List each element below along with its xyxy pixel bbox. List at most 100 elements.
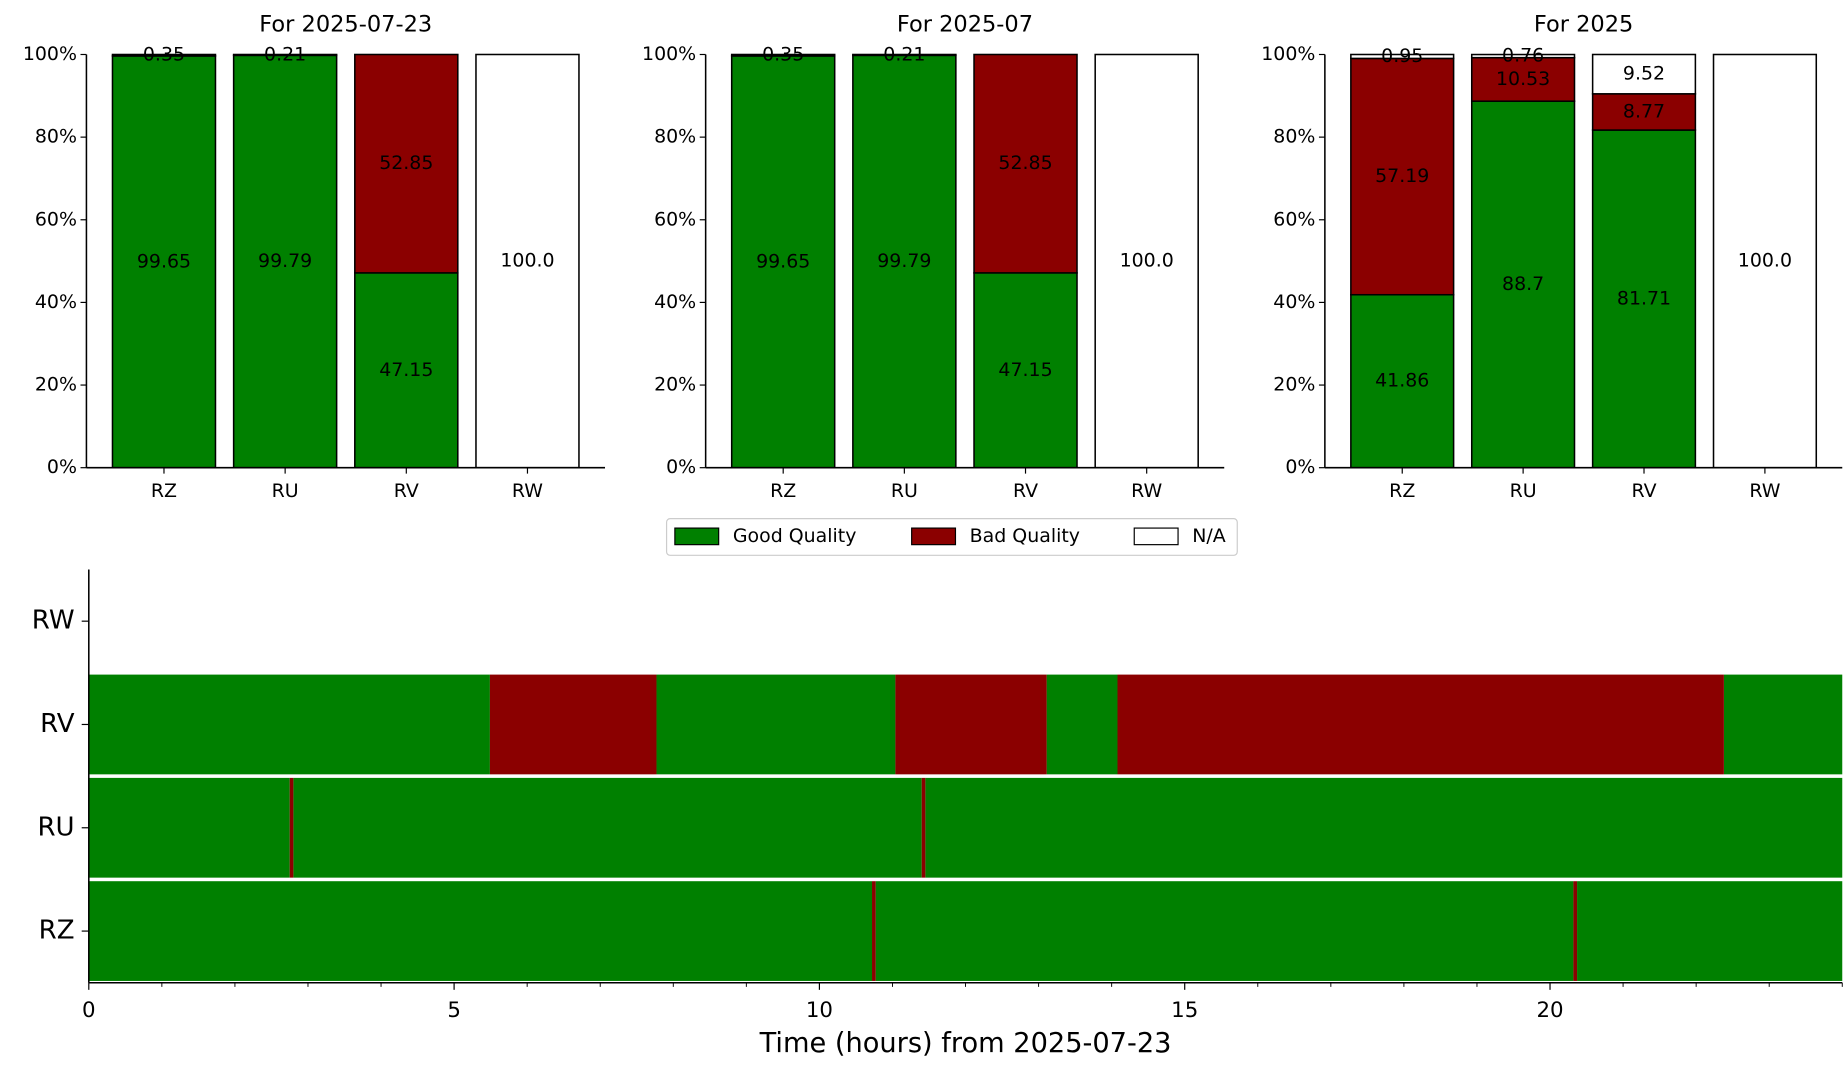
- bar-segment: [730, 55, 836, 469]
- y-tick-label: 20%: [1273, 374, 1315, 396]
- bar-segment: [1094, 53, 1199, 469]
- x-tick-label: RU: [272, 480, 299, 502]
- y-tick-label: 100%: [1261, 43, 1315, 65]
- value-label: 47.15: [379, 359, 433, 381]
- time-span: [925, 777, 1843, 878]
- y-tick-label: 20%: [654, 374, 696, 396]
- chart-title: For 2025: [1534, 11, 1634, 37]
- time-span: [1577, 881, 1843, 981]
- bar-segment: [1591, 129, 1697, 469]
- y-tick-label: 40%: [1273, 291, 1315, 313]
- value-label: 41.86: [1375, 370, 1429, 392]
- bar-segment: [111, 53, 217, 57]
- y-tick-label: 60%: [1273, 208, 1315, 230]
- value-label: 57.19: [1375, 165, 1429, 187]
- value-label: 100.0: [1738, 250, 1792, 272]
- value-label: 0.21: [883, 43, 925, 65]
- bar-segment: [232, 54, 338, 469]
- value-label: 47.15: [998, 359, 1052, 381]
- bar-segment: [475, 53, 580, 469]
- legend-label: Bad Quality: [970, 525, 1080, 547]
- time-span: [1723, 674, 1843, 775]
- legend-label: N/A: [1192, 525, 1226, 547]
- y-tick-label: 0%: [47, 456, 77, 478]
- time-span: [489, 674, 657, 775]
- value-label: 52.85: [998, 152, 1052, 174]
- bar-segment: [1470, 100, 1576, 469]
- x-tick-label: 20: [1536, 998, 1563, 1023]
- x-tick-label: RV: [1013, 480, 1038, 502]
- bar-segment: [354, 53, 459, 274]
- x-tick-label: RZ: [1389, 480, 1415, 502]
- bar-segment: [1350, 53, 1455, 60]
- time-span: [1046, 674, 1118, 775]
- value-label: 99.79: [258, 250, 312, 272]
- x-tick-label: 10: [806, 998, 833, 1023]
- value-label: 99.65: [756, 250, 810, 272]
- bar-segment: [354, 272, 459, 469]
- time-span: [289, 777, 294, 878]
- x-tick-label: RZ: [770, 480, 796, 502]
- x-tick-label: 0: [82, 998, 96, 1023]
- x-tick-label: RV: [1631, 480, 1656, 502]
- time-span: [656, 674, 896, 775]
- x-tick-label: RZ: [151, 480, 177, 502]
- x-tick-label: RU: [891, 480, 918, 502]
- value-label: 99.79: [877, 250, 931, 272]
- value-label: 0.95: [1381, 45, 1423, 67]
- value-label: 8.77: [1623, 100, 1665, 122]
- value-label: 10.53: [1496, 68, 1550, 90]
- time-span: [1117, 674, 1724, 775]
- bar-segment: [1470, 53, 1576, 59]
- legend-swatch: [674, 527, 720, 546]
- x-tick-label: 5: [447, 998, 461, 1023]
- x-tick-label: RU: [1510, 480, 1537, 502]
- chart-title: For 2025-07: [897, 11, 1033, 37]
- bar-segment: [1350, 57, 1455, 296]
- y-tick-label: RU: [37, 812, 74, 842]
- value-label: 0.35: [762, 44, 804, 66]
- y-tick-label: 60%: [35, 208, 77, 230]
- time-span: [875, 881, 1574, 981]
- bar-segment: [232, 53, 338, 57]
- y-tick-label: 20%: [35, 374, 77, 396]
- time-span: [293, 777, 922, 878]
- bar-segment: [1350, 293, 1455, 469]
- x-tick-label: RV: [394, 480, 419, 502]
- y-tick-label: 0%: [666, 456, 696, 478]
- value-label: 9.52: [1623, 63, 1665, 85]
- x-tick-label: RW: [1749, 480, 1780, 502]
- time-span: [88, 881, 873, 981]
- legend-swatch: [1133, 527, 1179, 546]
- value-label: 0.76: [1502, 45, 1544, 67]
- bar-segment: [852, 53, 957, 57]
- value-label: 100.0: [1120, 250, 1174, 272]
- x-tick-label: RW: [512, 480, 543, 502]
- bar-segment: [852, 54, 957, 469]
- bar-segment: [973, 272, 1078, 469]
- y-tick-label: 40%: [654, 291, 696, 313]
- value-label: 0.21: [264, 43, 306, 65]
- value-label: 81.71: [1617, 287, 1671, 309]
- y-tick-label: 40%: [35, 291, 77, 313]
- value-label: 0.35: [143, 44, 185, 66]
- legend-label: Good Quality: [733, 525, 857, 547]
- legend-swatch: [911, 527, 957, 546]
- y-tick-label: 60%: [654, 208, 696, 230]
- bar-segment: [1712, 53, 1818, 469]
- y-tick-label: 100%: [23, 43, 77, 65]
- y-tick-label: 80%: [1273, 126, 1315, 148]
- time-span: [1573, 881, 1578, 981]
- y-tick-label: 100%: [642, 43, 696, 65]
- value-label: 100.0: [500, 250, 554, 272]
- y-tick-label: 0%: [1285, 456, 1315, 478]
- y-tick-label: 80%: [654, 126, 696, 148]
- x-tick-label: 15: [1171, 998, 1198, 1023]
- bar-segment: [1591, 53, 1697, 95]
- chart-title: For 2025-07-23: [259, 11, 432, 37]
- x-axis-label: Time (hours) from 2025-07-23: [759, 1028, 1172, 1059]
- time-span: [921, 777, 926, 878]
- value-label: 99.65: [137, 250, 191, 272]
